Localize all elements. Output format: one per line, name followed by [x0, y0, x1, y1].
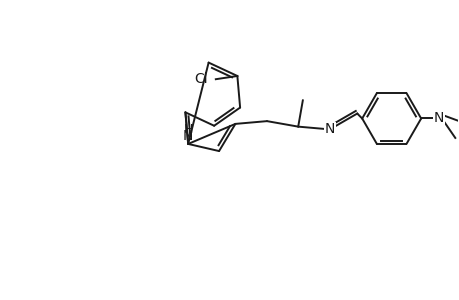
Text: N: N: [183, 129, 193, 143]
Text: Cl: Cl: [194, 72, 207, 86]
Text: H: H: [183, 123, 192, 136]
Text: N: N: [433, 112, 443, 125]
Text: N: N: [324, 122, 334, 136]
